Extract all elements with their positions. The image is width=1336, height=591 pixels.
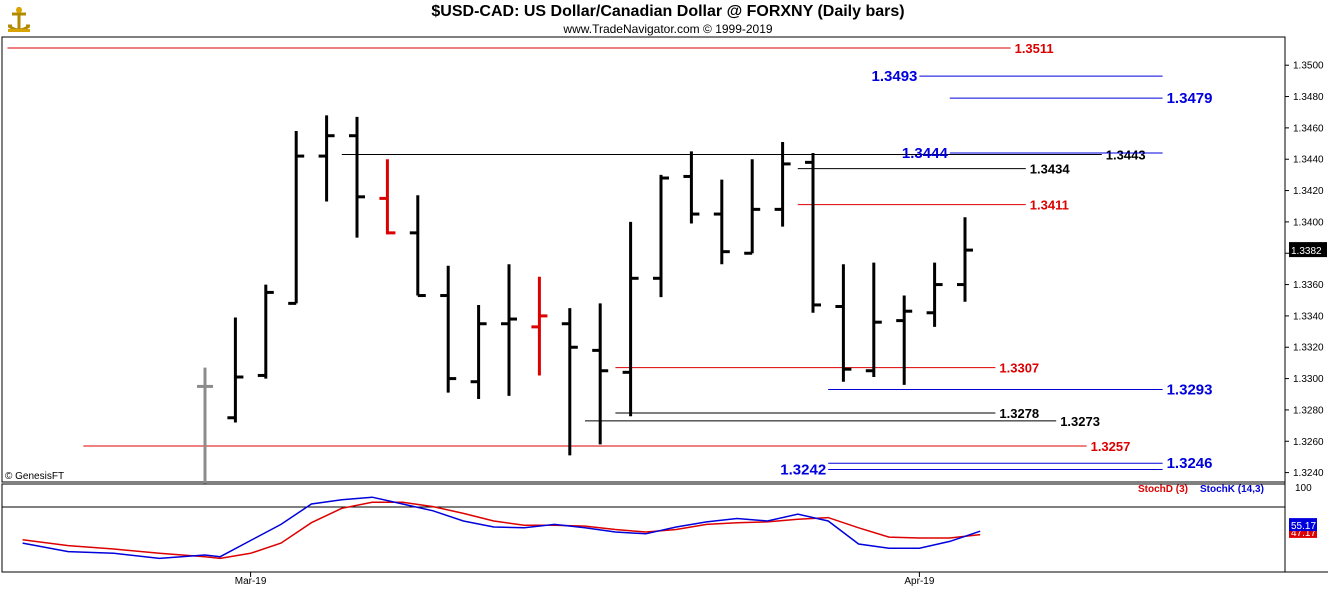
level-label: 1.3493 bbox=[872, 68, 918, 85]
watermark: © GenesisFT bbox=[5, 471, 64, 482]
level-label: 1.3278 bbox=[999, 406, 1039, 421]
y-tick-label: 1.3280 bbox=[1293, 405, 1324, 416]
y-tick-label: 1.3460 bbox=[1293, 123, 1324, 134]
x-tick-label: Mar-19 bbox=[235, 576, 267, 587]
level-label: 1.3273 bbox=[1060, 414, 1100, 429]
level-label: 1.3511 bbox=[1015, 41, 1054, 56]
stoch-series-line bbox=[22, 496, 981, 560]
stoch-series-line bbox=[22, 501, 981, 560]
stoch-last-label: 55.17 bbox=[1291, 521, 1316, 532]
level-label: 1.3479 bbox=[1167, 90, 1213, 107]
y-tick-label: 1.3320 bbox=[1293, 343, 1324, 354]
stoch-legend-d: StochD (3) bbox=[1138, 484, 1188, 495]
level-label: 1.3443 bbox=[1106, 148, 1146, 163]
level-label: 1.3257 bbox=[1091, 439, 1131, 454]
stoch-last-label: 47.17 bbox=[1291, 528, 1316, 539]
stoch-y-tick-label: 100 bbox=[1295, 483, 1312, 494]
trade-navigator-logo-icon bbox=[8, 7, 30, 32]
last-price-badge bbox=[1289, 242, 1327, 258]
y-tick-label: 1.3300 bbox=[1293, 374, 1324, 385]
level-label: 1.3242 bbox=[780, 461, 826, 478]
y-tick-label: 1.3500 bbox=[1293, 61, 1324, 72]
level-label: 1.3444 bbox=[902, 145, 949, 162]
y-tick-label: 1.3480 bbox=[1293, 92, 1324, 103]
stoch-panel-frame bbox=[1, 483, 1286, 573]
y-tick-label: 1.3360 bbox=[1293, 280, 1324, 291]
level-label: 1.3307 bbox=[999, 361, 1039, 376]
chart-subtitle: www.TradeNavigator.com © 1999-2019 bbox=[563, 22, 773, 36]
y-tick-label: 1.3400 bbox=[1293, 217, 1324, 228]
y-tick-label: 1.3340 bbox=[1293, 311, 1324, 322]
level-label: 1.3293 bbox=[1167, 382, 1213, 399]
last-price-label: 1.3382 bbox=[1291, 246, 1322, 257]
y-tick-label: 1.3260 bbox=[1293, 437, 1324, 448]
x-tick-label: Apr-19 bbox=[904, 576, 934, 587]
level-label: 1.3246 bbox=[1167, 455, 1213, 472]
y-tick-label: 1.3240 bbox=[1293, 468, 1324, 479]
y-tick-label: 1.3440 bbox=[1293, 155, 1324, 166]
level-label: 1.3411 bbox=[1030, 198, 1069, 213]
stoch-last-badge bbox=[1289, 518, 1317, 532]
y-tick-label: 1.3420 bbox=[1293, 186, 1324, 197]
chart-title: $USD-CAD: US Dollar/Canadian Dollar @ FO… bbox=[431, 3, 905, 20]
stoch-legend-k: StochK (14,3) bbox=[1200, 484, 1264, 495]
level-label: 1.3434 bbox=[1030, 162, 1071, 177]
